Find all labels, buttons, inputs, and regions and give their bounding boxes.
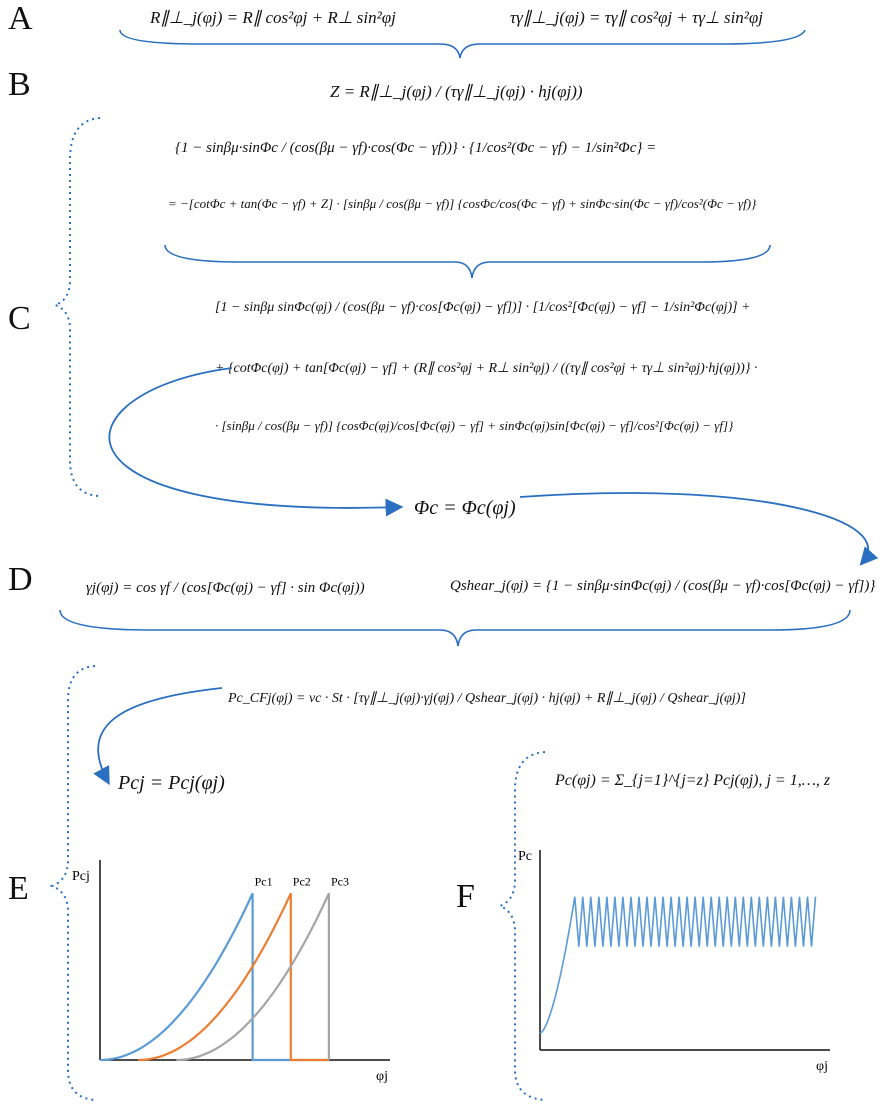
equation-c2-line1: [1 − sinβμ sinΦc(φj) / (cos(βμ − γf)·cos… <box>215 300 751 315</box>
chart-e-series-label-1: Pc1 <box>255 874 273 888</box>
chart-e-series-3 <box>176 892 330 1062</box>
equation-c2-line3: · [sinβμ / cos(βμ − γf)] {cosΦc(φj)/cos[… <box>215 418 734 433</box>
equation-c1-line2: = −[cotΦc + tan(Φc − γf) + Z] · [sinβμ /… <box>168 196 757 211</box>
section-label-a: A <box>8 0 33 37</box>
arrow-to-pcj <box>93 687 223 786</box>
equation-d-q: Qshear_j(φj) = {1 − sinβμ·sinΦc(φj) / (c… <box>450 578 876 594</box>
arrow-to-d <box>519 492 879 566</box>
chart-f-y-label: Pc <box>518 849 532 864</box>
brace-d <box>59 609 851 647</box>
equation-c1-line1: {1 − sinβμ·sinΦc / (cos(βμ − γf)·cos(Φc … <box>175 140 657 156</box>
chart-e-series-label-2: Pc2 <box>293 874 311 888</box>
chart-f-x-label: φj <box>816 1059 828 1074</box>
brace-a <box>119 29 806 59</box>
section-label-d: D <box>8 561 33 598</box>
chart-e-series-label-3: Pc3 <box>331 874 349 888</box>
chart-f-series <box>539 896 817 1034</box>
section-label-e: E <box>8 870 29 907</box>
equation-e-pcj: Pcj = Pcj(φj) <box>118 772 225 794</box>
chart-e-x-label: φj <box>376 1069 388 1084</box>
section-label-b: B <box>8 66 31 103</box>
equation-phi-c: Φc = Φc(φj) <box>414 497 516 519</box>
chart-e-series-1 <box>99 892 329 1062</box>
section-label-c: C <box>8 300 31 337</box>
equation-e-pcf: Pc_CFj(φj) = vc · St · [τγ∥⊥_j(φj)·γj(φj… <box>228 691 746 706</box>
equation-d-gamma: γj(φj) = cos γf / (cos[Φc(φj) − γf] · si… <box>86 580 365 596</box>
brace-c1 <box>164 244 771 279</box>
chart-e-y-label: Pcj <box>72 869 90 884</box>
chart-e-series-2 <box>138 892 329 1062</box>
equation-f-sum: Pc(φj) = Σ_{j=1}^{j=z} Pcj(φj), j = 1,…,… <box>555 772 831 789</box>
equation-b: Z = R∥⊥_j(φj) / (τγ∥⊥_j(φj) · hj(φj)) <box>330 82 583 101</box>
equation-a-left: R∥⊥_j(φj) = R∥ cos²φj + R⊥ sin²φj <box>150 8 396 27</box>
dotted-brace-e <box>49 665 96 1101</box>
equation-c2-line2: + {cotΦc(φj) + tan[Φc(φj) − γf] + (R∥ co… <box>215 361 758 376</box>
section-label-f: F <box>456 878 475 915</box>
equation-a-right: τγ∥⊥_j(φj) = τγ∥ cos²φj + τγ⊥ sin²φj <box>510 8 764 27</box>
arrow-to-phi-c <box>108 367 404 517</box>
